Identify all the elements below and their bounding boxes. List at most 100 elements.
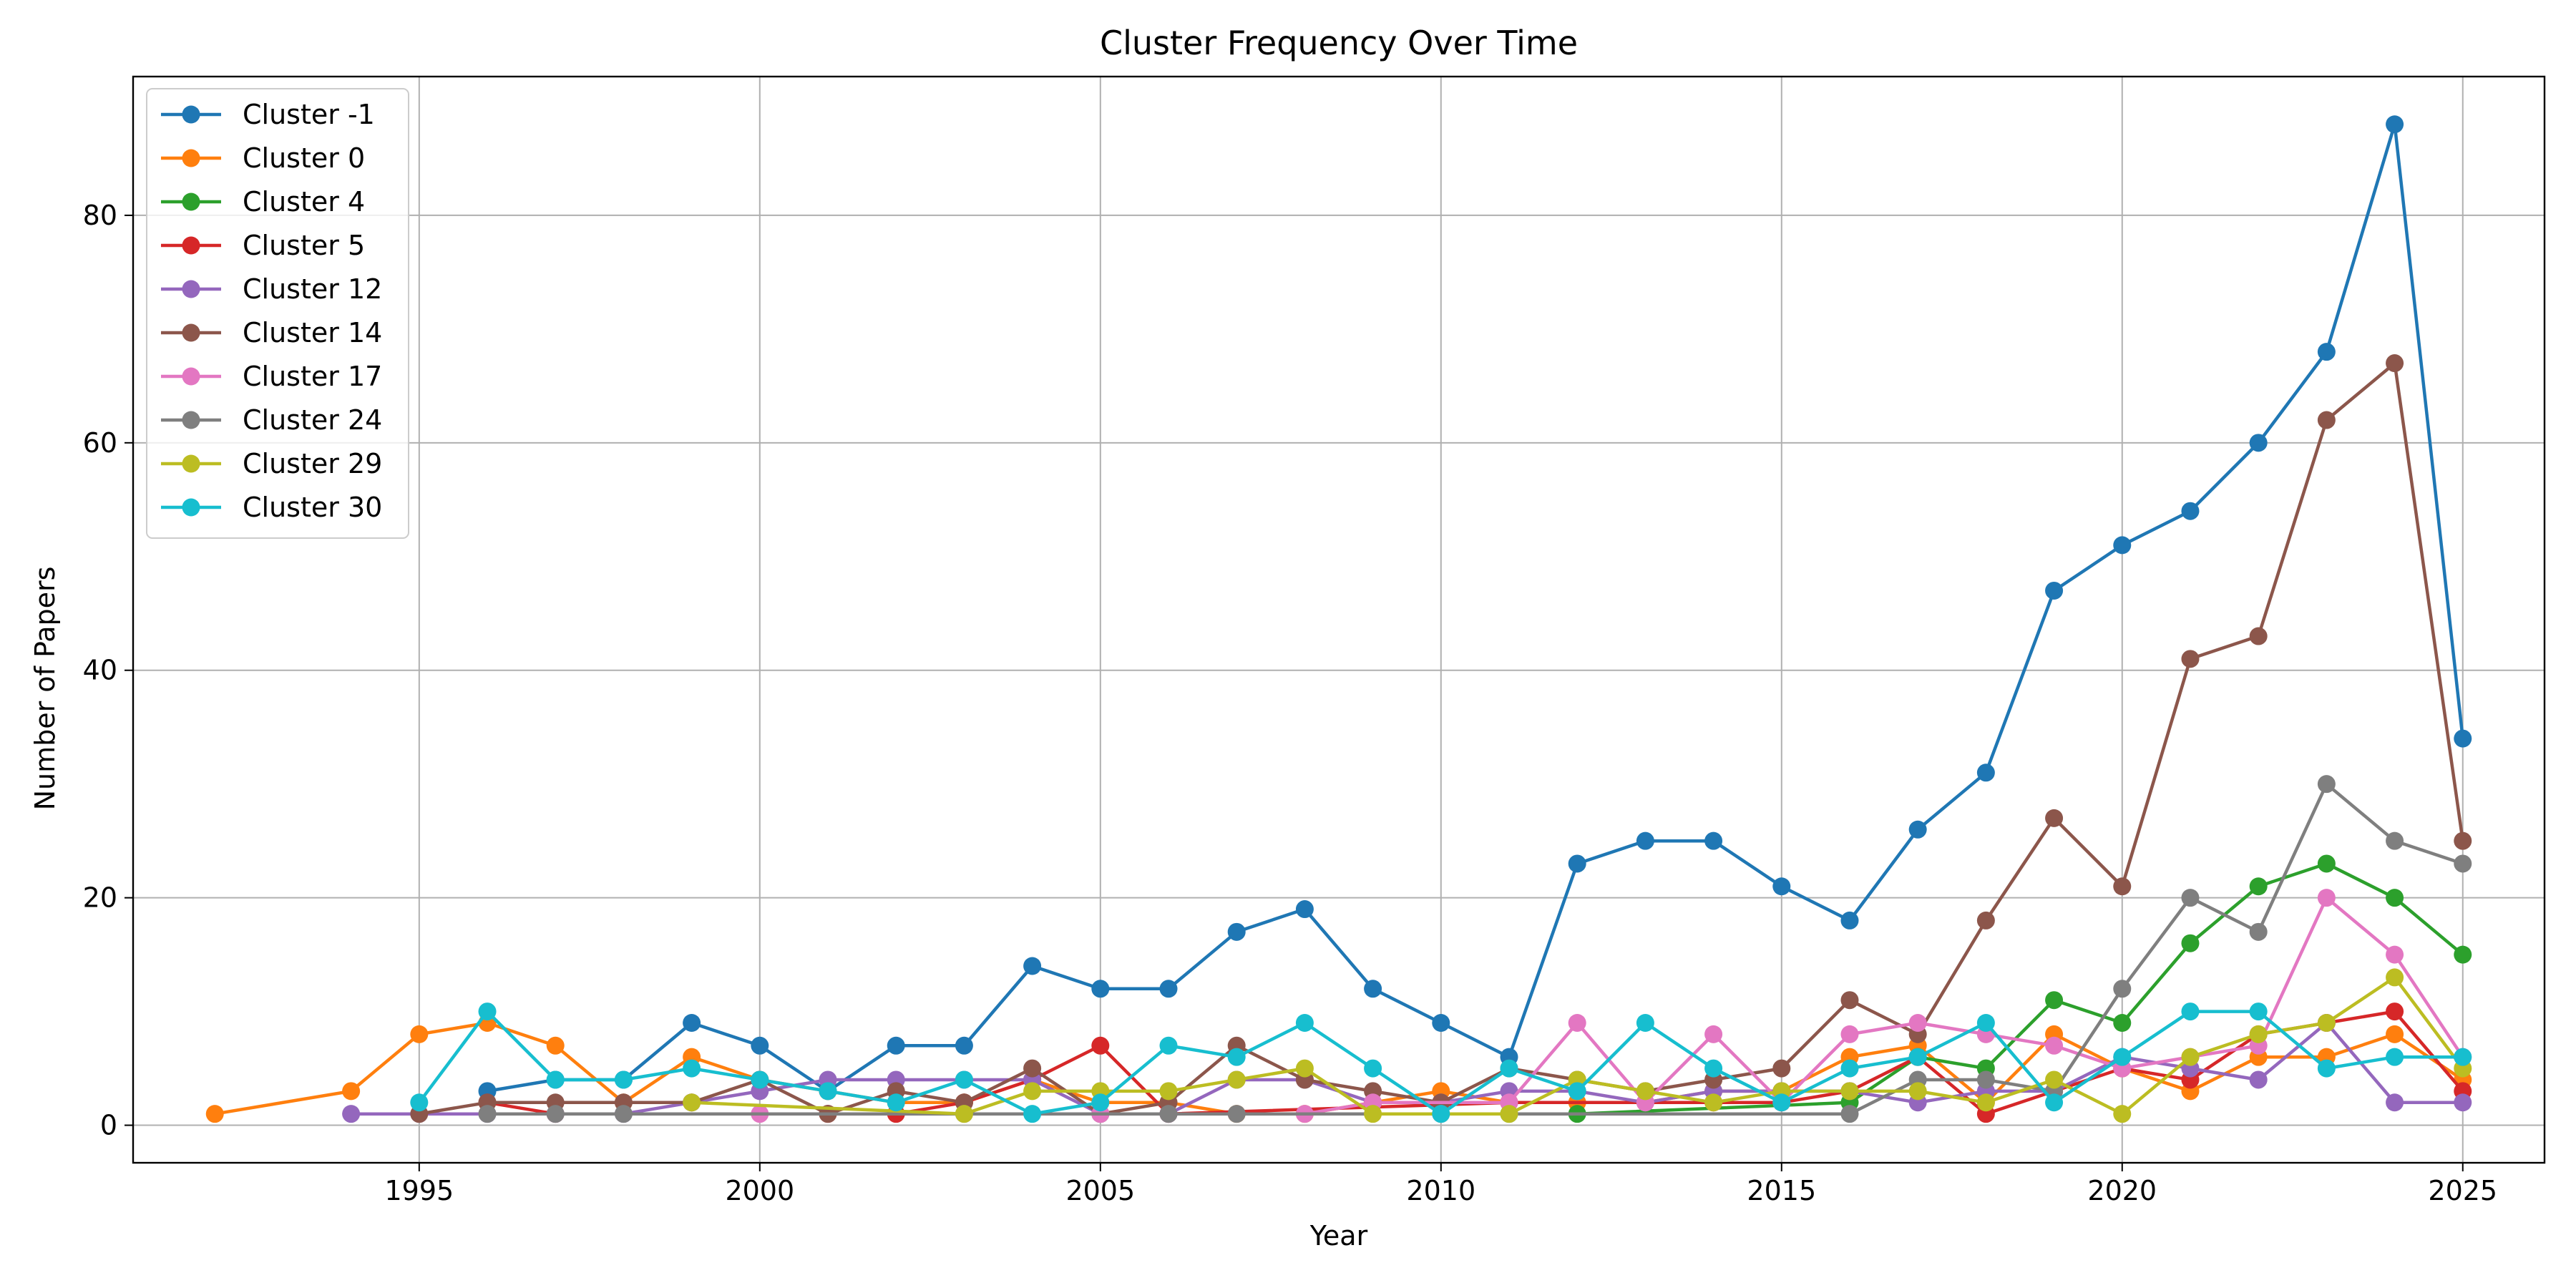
legend-marker: [182, 498, 200, 517]
data-point: [1840, 1105, 1859, 1123]
legend-marker: [182, 323, 200, 342]
legend-label: Cluster 14: [243, 317, 382, 348]
data-point: [1023, 1059, 1042, 1078]
data-point: [1704, 1093, 1723, 1112]
data-point: [2181, 1002, 2200, 1021]
data-point: [2454, 831, 2472, 850]
data-point: [2386, 354, 2404, 373]
data-point: [819, 1082, 837, 1101]
legend-marker: [182, 192, 200, 211]
data-point: [1976, 1093, 1995, 1112]
data-point: [1159, 1036, 1178, 1055]
x-axis-title: Year: [1309, 1220, 1368, 1252]
x-tick-label: 2015: [1747, 1175, 1816, 1206]
data-point: [1840, 911, 1859, 930]
chart-title: Cluster Frequency Over Time: [1100, 24, 1578, 62]
data-point: [1364, 1105, 1382, 1123]
data-point: [2045, 1070, 2064, 1089]
data-point: [1432, 1013, 1450, 1032]
data-point: [2249, 627, 2268, 645]
data-point: [2045, 991, 2064, 1010]
data-point: [2181, 934, 2200, 952]
x-tick-label: 2020: [2087, 1175, 2157, 1206]
data-point: [2386, 831, 2404, 850]
data-point: [2454, 1093, 2472, 1112]
x-tick-label: 2000: [725, 1175, 794, 1206]
data-point: [2386, 1048, 2404, 1066]
legend-label: Cluster 5: [243, 230, 365, 261]
data-point: [2386, 115, 2404, 134]
series-line: [1509, 862, 2464, 1116]
legend: Cluster -1 Cluster 0 Cluster 4 Cluster 5 Clu…: [146, 88, 409, 539]
data-point: [1227, 1048, 1246, 1066]
data-point: [2249, 877, 2268, 896]
data-point: [1908, 820, 1927, 839]
legend-label: Cluster 0: [243, 142, 365, 174]
y-tick-label: 60: [83, 427, 117, 459]
y-tick-label: 0: [100, 1110, 117, 1141]
data-point: [683, 1093, 701, 1112]
data-point: [546, 1105, 565, 1123]
data-point: [1772, 877, 1791, 896]
legend-label: Cluster 24: [243, 404, 382, 436]
x-tick-label: 2010: [1406, 1175, 1475, 1206]
data-point: [478, 1002, 497, 1021]
data-point: [2249, 1025, 2268, 1043]
data-point: [1840, 1025, 1859, 1043]
data-point: [2113, 536, 2132, 555]
data-point: [342, 1082, 361, 1101]
data-point: [1976, 1070, 1995, 1089]
legend-label: Cluster -1: [243, 99, 375, 130]
data-point: [2317, 1059, 2336, 1078]
data-point: [2045, 581, 2064, 600]
data-point: [205, 1105, 224, 1123]
data-point: [1091, 980, 1110, 998]
data-point: [2045, 1093, 2064, 1112]
x-tick-label: 2005: [1065, 1175, 1135, 1206]
legend-marker: [182, 411, 200, 429]
data-point: [2386, 945, 2404, 964]
data-point: [1023, 1105, 1042, 1123]
series-line: [487, 122, 2465, 1093]
data-point: [1704, 1025, 1723, 1043]
data-point: [2113, 980, 2132, 998]
data-point: [342, 1105, 361, 1123]
data-point: [1840, 991, 1859, 1010]
data-point: [478, 1105, 497, 1123]
y-tick-label: 40: [83, 655, 117, 686]
data-point: [955, 1036, 973, 1055]
legend-marker: [182, 367, 200, 386]
data-point: [2317, 854, 2336, 873]
data-point: [1295, 1013, 1314, 1032]
data-point: [1091, 1036, 1110, 1055]
legend-label: Cluster 29: [243, 448, 382, 479]
data-point: [2113, 877, 2132, 896]
data-point: [1023, 957, 1042, 975]
data-point: [2181, 1048, 2200, 1066]
data-point: [1159, 980, 1178, 998]
data-point: [751, 1036, 769, 1055]
data-point: [1840, 1082, 1859, 1101]
data-point: [1159, 1105, 1178, 1123]
ticks: 1995 2000 2005 2010 2015 2020 2025 0 20 40 60 80: [83, 200, 2497, 1206]
data-point: [1500, 1059, 1518, 1078]
y-axis-title: Number of Papers: [29, 567, 61, 811]
data-point: [1636, 1082, 1654, 1101]
data-point: [1976, 1013, 1995, 1032]
legend-label: Cluster 30: [243, 492, 382, 523]
data-point: [2386, 1093, 2404, 1112]
data-point: [1908, 1048, 1927, 1066]
data-point: [614, 1105, 633, 1123]
data-point: [2454, 854, 2472, 873]
series-group: [205, 115, 2472, 1123]
legend-marker: [182, 280, 200, 298]
data-point: [2249, 1070, 2268, 1089]
legend-marker: [182, 149, 200, 167]
data-point: [2454, 1048, 2472, 1066]
data-point: [2386, 1002, 2404, 1021]
data-point: [1227, 1070, 1246, 1089]
data-point: [1636, 831, 1654, 850]
data-point: [1568, 1082, 1586, 1101]
plot-frame: [132, 75, 2546, 1164]
